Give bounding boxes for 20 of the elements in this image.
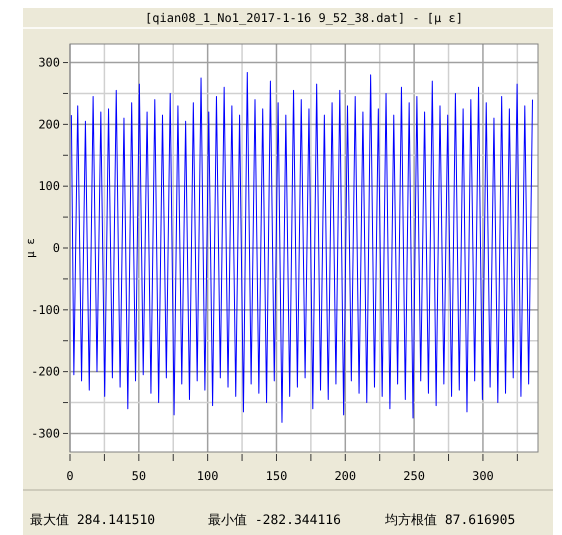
x-tick-label: 0	[66, 469, 74, 483]
y-tick-label: 300	[38, 56, 60, 70]
y-tick-label: 100	[38, 179, 60, 194]
text: 均方根值 87.616905	[384, 512, 516, 528]
x-tick-label: 300	[472, 469, 494, 483]
x-tick-label: 100	[196, 469, 218, 483]
y-tick-label: 200	[38, 117, 60, 132]
chart-title: [qian08_1_No1_2017-1-16 9_52_38.dat] - [μ ε]	[145, 11, 463, 25]
x-tick-label: 250	[403, 469, 425, 483]
text: 最大值 284.141510	[30, 513, 156, 528]
y-axis-title: μ ε	[24, 238, 37, 258]
y-tick-label: -100	[31, 302, 60, 317]
line-series	[70, 72, 533, 423]
x-tick-label: 200	[334, 469, 356, 483]
y-tick-label: -300	[31, 426, 60, 440]
y-tick-label: -200	[31, 364, 60, 379]
x-tick-label: 50	[132, 469, 146, 483]
text: 最小值 -282.344116	[208, 513, 341, 528]
x-tick-label: 150	[266, 469, 288, 483]
y-tick-label: 0	[52, 241, 60, 255]
